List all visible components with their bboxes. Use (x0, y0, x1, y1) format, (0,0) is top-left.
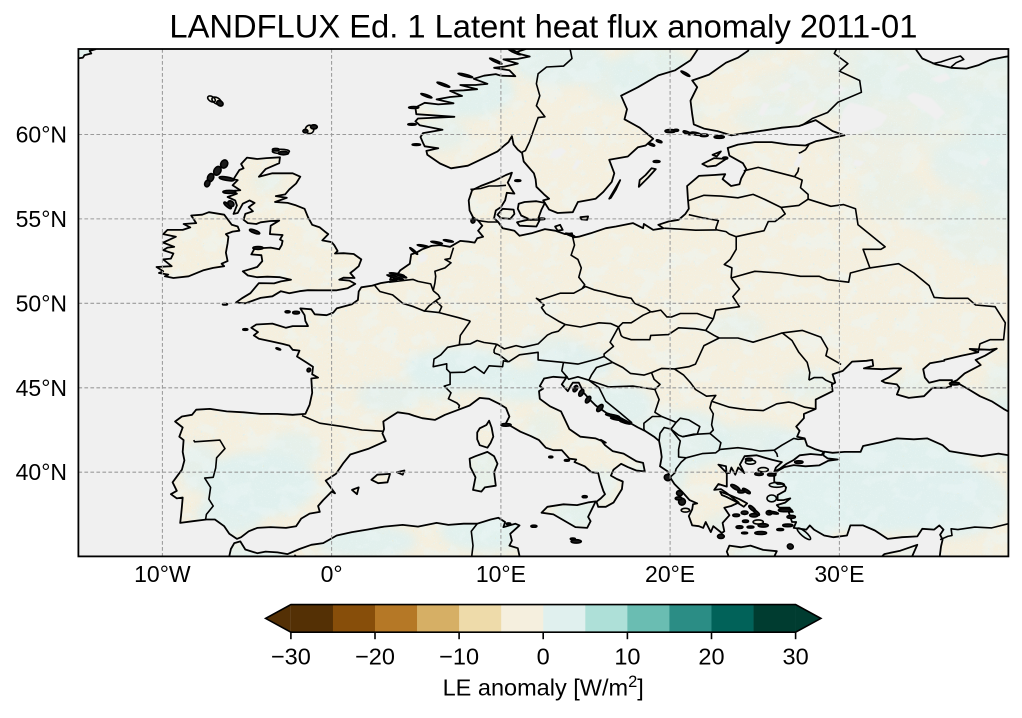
svg-text:40°N: 40°N (16, 459, 67, 485)
svg-text:60°N: 60°N (16, 122, 67, 148)
svg-text:−10: −10 (439, 644, 479, 670)
svg-text:10°W: 10°W (134, 561, 191, 587)
svg-text:30: 30 (783, 644, 809, 670)
svg-text:20°E: 20°E (645, 561, 695, 587)
svg-text:55°N: 55°N (16, 206, 67, 232)
svg-text:20: 20 (698, 644, 724, 670)
svg-text:10: 10 (614, 644, 640, 670)
svg-text:LANDFLUX Ed. 1 Latent heat flu: LANDFLUX Ed. 1 Latent heat flux anomaly … (169, 8, 917, 45)
svg-text:−30: −30 (271, 644, 311, 670)
svg-text:30°E: 30°E (814, 561, 864, 587)
svg-text:LE anomaly [W/m2]: LE anomaly [W/m2] (443, 673, 644, 701)
svg-text:−20: −20 (355, 644, 395, 670)
svg-text:50°N: 50°N (16, 290, 67, 316)
svg-text:0: 0 (537, 644, 550, 670)
svg-text:45°N: 45°N (16, 375, 67, 401)
svg-text:0°: 0° (321, 561, 343, 587)
svg-text:10°E: 10°E (476, 561, 526, 587)
